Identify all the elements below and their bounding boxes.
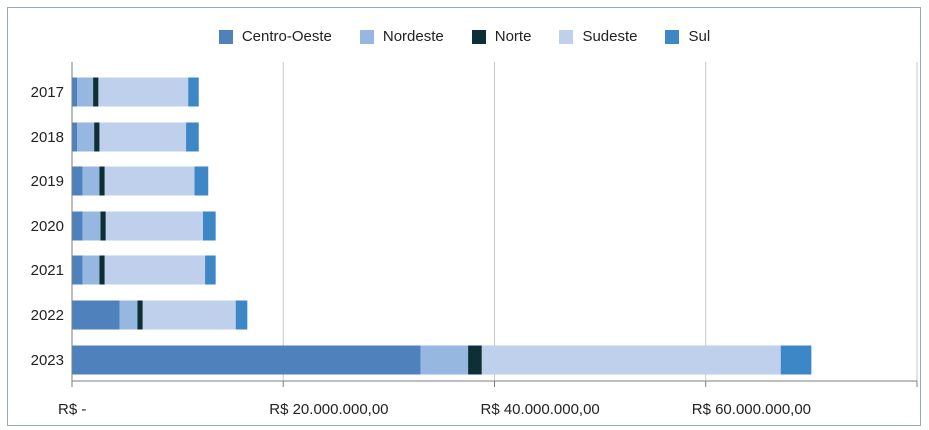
legend-swatch	[218, 29, 233, 44]
y-tick-label: 2019	[31, 173, 64, 190]
bar-nordeste-2019	[82, 166, 100, 196]
legend: Centro-Oeste Nordeste Norte Sudeste Sul	[0, 28, 929, 45]
bar-norte-2023	[468, 345, 482, 375]
y-tick-label: 2020	[31, 218, 64, 235]
x-tick-label: R$ 20.000.000,00	[269, 401, 388, 418]
x-tick-label: R$ -	[58, 401, 86, 418]
legend-label: Sul	[688, 28, 711, 45]
bar-nordeste-2017	[77, 77, 94, 107]
bar-nordeste-2018	[77, 122, 95, 152]
y-tick-label: 2023	[31, 352, 64, 369]
bar-sudeste-2020	[105, 211, 203, 241]
bar-sul-2019	[194, 166, 209, 196]
legend-label: Nordeste	[382, 28, 444, 45]
bar-nordeste-2022	[119, 300, 138, 330]
legend-swatch	[359, 29, 374, 44]
bar-nordeste-2020	[82, 211, 101, 241]
y-tick-label: 2021	[31, 262, 64, 279]
bar-sul-2021	[205, 255, 216, 285]
bar-centro-oeste-2018	[72, 122, 78, 152]
legend-item-norte: Norte	[471, 28, 532, 45]
bar-sul-2020	[202, 211, 216, 241]
bar-centro-oeste-2021	[72, 255, 83, 285]
legend-item-nordeste: Nordeste	[359, 28, 444, 45]
chart-frame	[7, 7, 921, 426]
top-border	[7, 7, 920, 8]
legend-swatch	[665, 29, 680, 44]
bar-sul-2018	[186, 122, 199, 152]
bar-nordeste-2021	[82, 255, 100, 285]
bar-sudeste-2023	[481, 345, 781, 375]
x-tick-label: R$ 60.000.000,00	[692, 401, 811, 418]
y-tick-label: 2018	[31, 129, 64, 146]
bar-sudeste-2017	[98, 77, 189, 107]
bar-norte-2017	[93, 77, 99, 107]
bar-sul-2022	[235, 300, 248, 330]
bar-centro-oeste-2023	[72, 345, 421, 375]
x-tick-label: R$ 40.000.000,00	[481, 401, 600, 418]
bar-norte-2021	[99, 255, 105, 285]
y-tick-label: 2017	[31, 84, 64, 101]
legend-swatch	[559, 29, 574, 44]
bar-norte-2022	[137, 300, 143, 330]
bar-sudeste-2018	[99, 122, 187, 152]
legend-item-sudeste: Sudeste	[559, 28, 637, 45]
bar-norte-2020	[100, 211, 106, 241]
legend-item-sul: Sul	[665, 28, 710, 45]
bar-norte-2019	[99, 166, 105, 196]
bar-sul-2017	[188, 77, 199, 107]
bar-centro-oeste-2019	[72, 166, 83, 196]
legend-label: Sudeste	[582, 28, 638, 45]
bar-centro-oeste-2017	[72, 77, 78, 107]
bar-sul-2023	[780, 345, 812, 375]
legend-item-centro-oeste: Centro-Oeste	[218, 28, 332, 45]
y-tick-label: 2022	[31, 307, 64, 324]
bar-sudeste-2021	[104, 255, 206, 285]
legend-label: Norte	[494, 28, 532, 45]
legend-swatch	[471, 29, 486, 44]
bar-sudeste-2022	[142, 300, 236, 330]
bar-nordeste-2023	[420, 345, 469, 375]
bar-centro-oeste-2022	[72, 300, 120, 330]
legend-label: Centro-Oeste	[241, 28, 332, 45]
bar-centro-oeste-2020	[72, 211, 83, 241]
bar-sudeste-2019	[104, 166, 195, 196]
bar-norte-2018	[94, 122, 100, 152]
